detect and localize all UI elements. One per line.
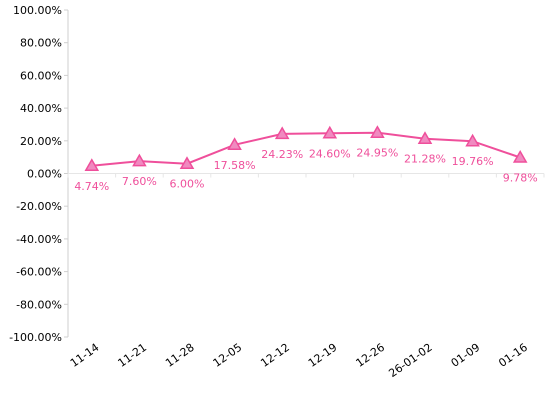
x-tick-label: 11-14 <box>68 341 102 370</box>
data-label: 6.00% <box>170 178 205 191</box>
y-tick-label: 0.00% <box>27 168 62 181</box>
data-point-marker <box>417 131 433 144</box>
y-tick-label: -60.00% <box>16 266 62 279</box>
y-tick-label: 100.00% <box>13 4 62 17</box>
data-label: 19.76% <box>452 155 494 168</box>
y-tick-label: -80.00% <box>16 298 62 311</box>
x-tick-label: 12-12 <box>258 341 292 370</box>
data-label: 24.95% <box>356 147 398 160</box>
y-tick-label: 20.00% <box>20 135 62 148</box>
data-label: 4.74% <box>74 180 109 193</box>
x-tick-label: 12-26 <box>353 341 387 370</box>
y-tick-label: -20.00% <box>16 200 62 213</box>
x-tick-label: 11-28 <box>163 341 197 370</box>
data-label: 21.28% <box>404 153 446 166</box>
x-tick-label: 01-16 <box>496 341 530 370</box>
y-tick-label: -100.00% <box>9 331 62 344</box>
y-tick-label: 40.00% <box>20 102 62 115</box>
data-point-marker <box>132 153 147 167</box>
data-point-marker <box>512 149 528 163</box>
data-label: 17.58% <box>214 159 256 172</box>
data-label: 24.60% <box>309 147 351 160</box>
x-tick-label: 01-09 <box>449 341 483 370</box>
y-tick-label: -40.00% <box>16 233 62 246</box>
y-tick-label: 60.00% <box>20 69 62 82</box>
x-tick-label: 12-05 <box>211 341 245 370</box>
data-label: 24.23% <box>261 148 303 161</box>
data-point-marker <box>465 133 480 147</box>
data-point-marker <box>179 156 195 169</box>
data-label: 7.60% <box>122 175 157 188</box>
data-point-marker <box>227 137 242 151</box>
x-tick-label: 12-19 <box>306 341 340 370</box>
data-point-marker <box>84 158 100 172</box>
series-line <box>91 131 521 167</box>
data-label: 9.78% <box>503 172 538 185</box>
data-point-marker <box>322 125 338 139</box>
x-tick-label: 11-21 <box>115 341 149 370</box>
data-point-marker <box>370 125 385 138</box>
data-point-marker <box>274 126 290 140</box>
x-tick-label: 26-01-02 <box>386 341 434 380</box>
y-tick-label: 80.00% <box>20 37 62 50</box>
